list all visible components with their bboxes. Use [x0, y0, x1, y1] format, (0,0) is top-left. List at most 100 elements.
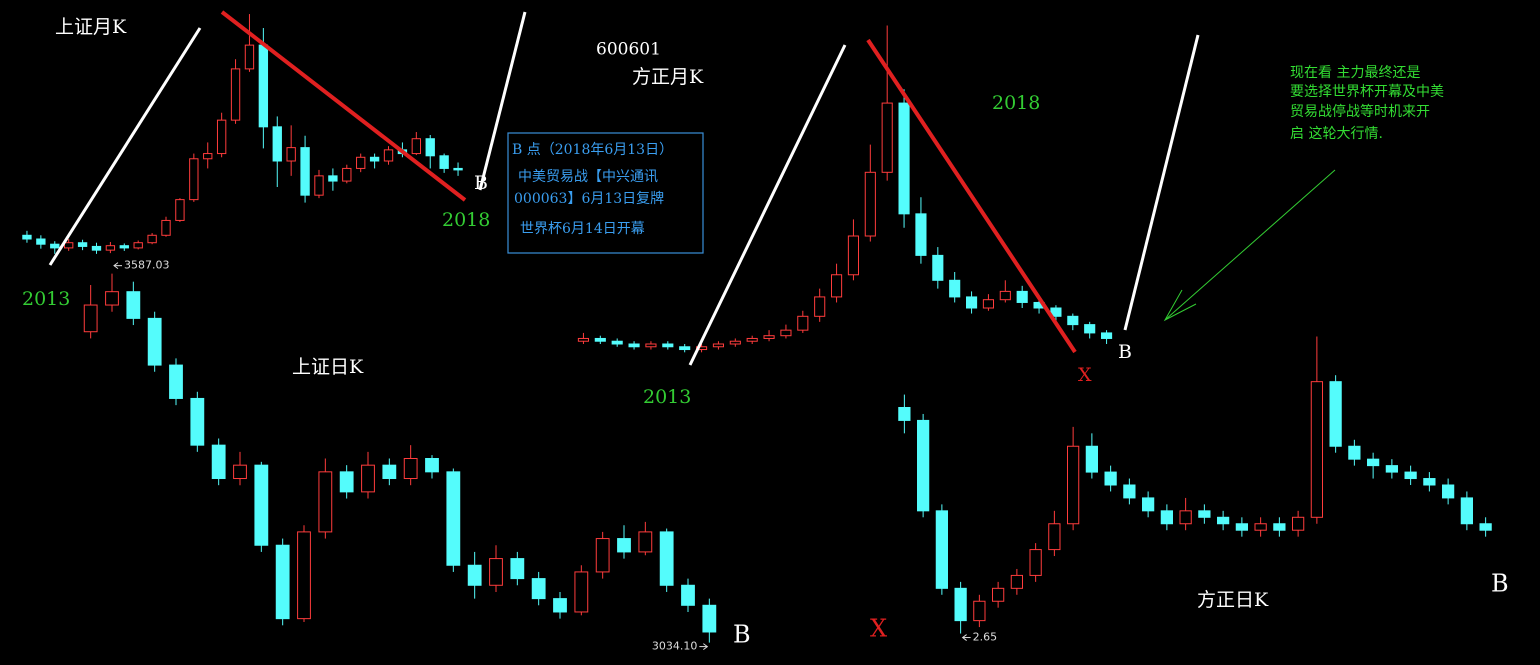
extreme-label: 3034.10 — [652, 640, 698, 653]
note-text: 贸易战停战等时机来开 — [1290, 103, 1430, 120]
candle-body — [147, 234, 157, 244]
candle-body — [531, 578, 546, 600]
candle-body — [881, 102, 893, 173]
panel-title: 上证日K — [292, 356, 364, 378]
candle-body — [339, 471, 354, 493]
x-label: X — [1078, 364, 1092, 386]
candle-body — [91, 245, 102, 251]
candle-body — [780, 329, 792, 337]
candle-body — [1479, 523, 1492, 531]
candle-body — [369, 156, 380, 162]
candle-body — [1048, 523, 1061, 551]
candle-body — [864, 171, 876, 237]
candle-body — [999, 290, 1011, 301]
candle-body — [119, 245, 129, 249]
candle-body — [244, 44, 255, 70]
candle-body — [1010, 574, 1023, 589]
candle-body — [1101, 332, 1113, 339]
extreme-arrow-head — [113, 262, 119, 270]
candle-body — [1292, 516, 1305, 531]
candle-body — [453, 167, 463, 171]
candle-body — [729, 340, 741, 345]
candle-body — [797, 315, 809, 331]
trend-line — [48, 27, 202, 266]
candle-body — [272, 126, 282, 162]
candle-body — [425, 458, 439, 473]
info-text: 世界杯6月14日开幕 — [520, 221, 645, 237]
candle-body — [1142, 497, 1155, 512]
candle-body — [746, 337, 758, 342]
info-text: 中美贸易战【中兴通讯 — [518, 169, 658, 185]
candle-body — [233, 464, 247, 480]
candle-body — [659, 531, 674, 586]
candle-body — [1179, 510, 1192, 525]
point-label: B — [1118, 341, 1132, 363]
candle-body — [702, 604, 717, 633]
point-label: B — [733, 621, 751, 649]
candle-body — [126, 291, 141, 319]
candle-body — [1123, 484, 1136, 499]
candle-body — [105, 245, 116, 251]
candle-body — [275, 544, 290, 620]
candle-body — [203, 153, 213, 160]
candle-body — [712, 343, 724, 348]
info-text: B 点（2018年6月13日） — [512, 142, 673, 158]
trend-line — [220, 10, 467, 202]
candle-body — [949, 279, 961, 298]
candle-body — [577, 337, 589, 342]
candles: 3587.03 3034.10 2.65 — [22, 14, 1492, 653]
trend-line — [866, 38, 1077, 354]
candle-body — [1310, 381, 1323, 518]
year-label: 2018 — [992, 92, 1040, 114]
candle-body — [982, 299, 994, 309]
panel-title: 方正月K — [632, 66, 704, 88]
candle-body — [1442, 484, 1455, 499]
candle-body — [1067, 315, 1079, 326]
candle-body — [314, 175, 324, 196]
candle-body — [382, 464, 397, 480]
candle-body — [679, 346, 691, 351]
candle-body — [628, 343, 640, 348]
candle-body — [932, 254, 944, 281]
candle-body — [1029, 549, 1042, 576]
candle-body — [638, 531, 653, 553]
candle-body — [189, 158, 199, 201]
candle-body — [917, 419, 930, 512]
candle-body — [1217, 516, 1230, 525]
candle-body — [1016, 290, 1028, 303]
candle-body — [574, 571, 589, 613]
candle-body — [1423, 478, 1436, 486]
candle-body — [617, 538, 631, 553]
candle-body — [1160, 510, 1173, 525]
candle-body — [898, 407, 911, 421]
candle-body — [1104, 471, 1117, 486]
candle-body — [425, 138, 435, 157]
candle-body — [847, 235, 859, 276]
note-text: 启 这轮大行情. — [1290, 125, 1383, 142]
candle-body — [594, 337, 606, 342]
candle-body — [411, 138, 421, 155]
candle-body — [1067, 445, 1080, 525]
candle-body — [595, 538, 610, 573]
candle-body — [361, 464, 375, 493]
candle-body — [50, 243, 60, 249]
candle-body — [105, 291, 119, 306]
candle-body — [83, 304, 98, 333]
candle-body — [681, 584, 695, 606]
candle-body — [935, 510, 948, 589]
panel-title: 上证月K — [55, 16, 127, 38]
stock-code: 600601 — [596, 40, 661, 60]
candle-body — [915, 213, 927, 256]
candle-body — [510, 558, 525, 580]
arrow — [1164, 169, 1336, 321]
year-label: 2013 — [22, 288, 70, 310]
candle-body — [1254, 523, 1267, 531]
candle-body — [992, 587, 1005, 602]
candle-body — [1367, 458, 1380, 467]
point-label: B — [1491, 570, 1509, 598]
year-label: 2013 — [643, 386, 691, 408]
candle-body — [169, 364, 183, 399]
extreme-label: 3587.03 — [124, 259, 170, 272]
